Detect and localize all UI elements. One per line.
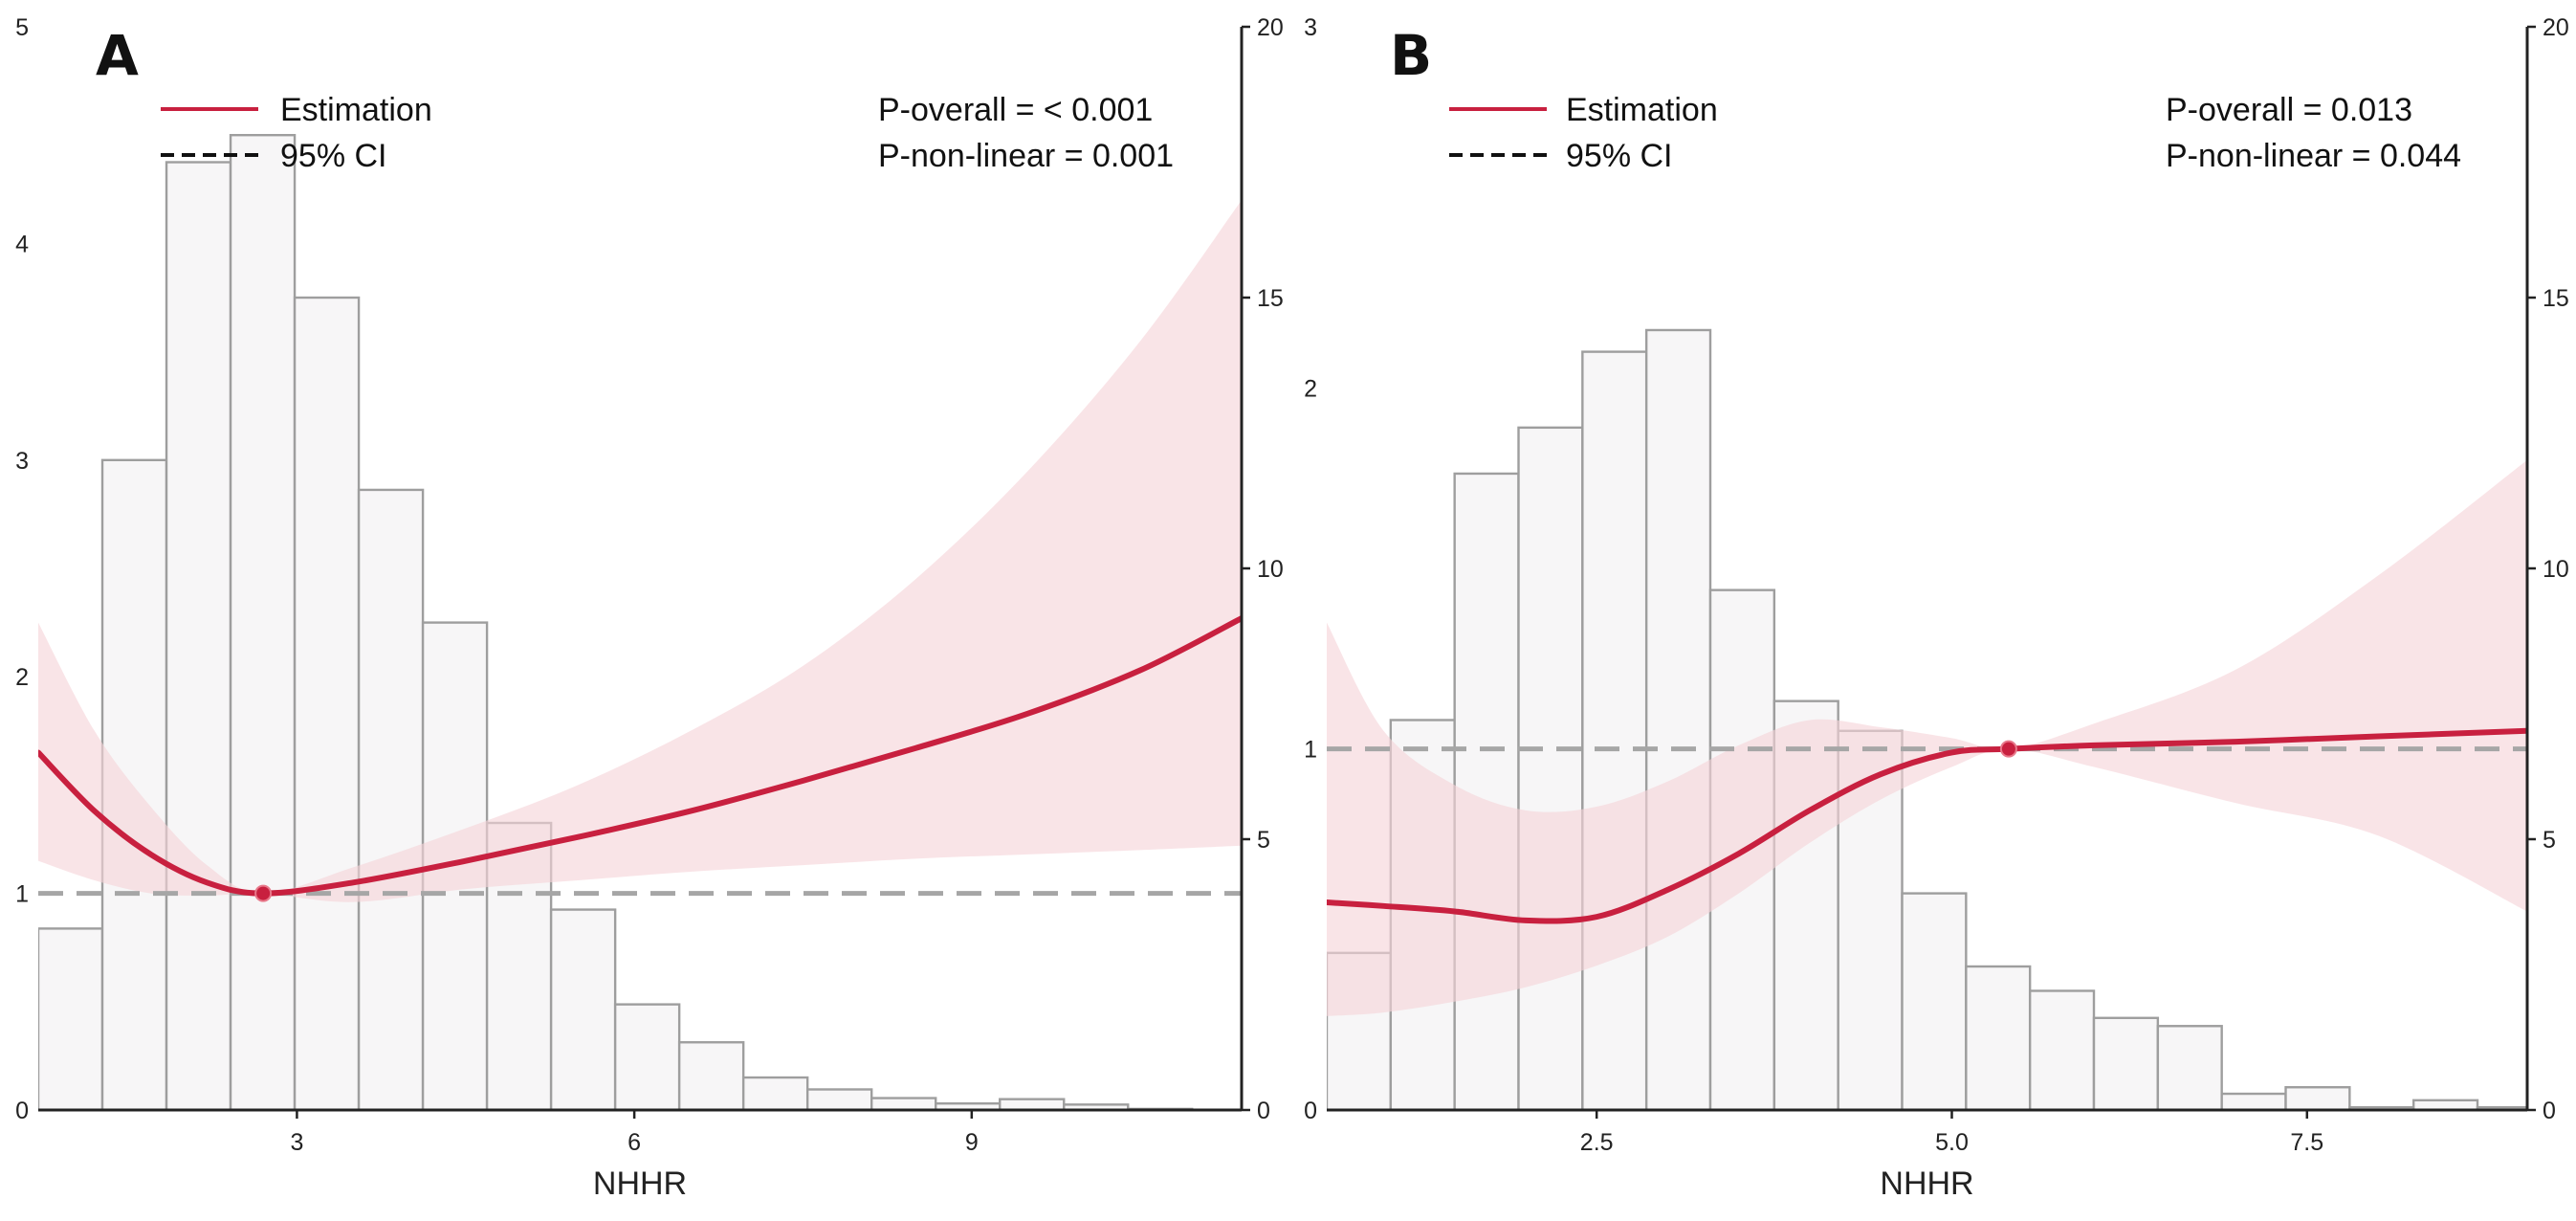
histogram-bar [870, 1097, 937, 1110]
histogram-bar [2028, 989, 2096, 1110]
histogram-bar [999, 1098, 1066, 1110]
histogram-bar [357, 488, 425, 1110]
y-tick-label-5: 5 [15, 14, 29, 41]
y-tick-label-4: 4 [15, 231, 29, 257]
histogram-bar [2092, 1016, 2160, 1110]
legend-estimation-label: Estimation [280, 92, 432, 128]
y2-tick-label-5: 5 [1257, 827, 1270, 854]
x-tick-label-5: 5.0 [1935, 1129, 1969, 1156]
legend-ci-label: 95% CI [280, 138, 387, 174]
x-tick-label-3: 3 [290, 1129, 303, 1156]
panel-letter: B [1390, 23, 1432, 88]
histogram-bar [2411, 1099, 2479, 1110]
p-nonlinear-label: P-non-linear = 0.044 [2166, 138, 2461, 174]
x-tick-label-6: 6 [627, 1129, 641, 1156]
y2-tick-label-10: 10 [2543, 556, 2569, 583]
p-overall-label: P-overall = 0.013 [2166, 92, 2412, 128]
y-tick-label-0: 0 [1304, 1098, 1317, 1124]
legend-ci-label: 95% CI [1566, 138, 1673, 174]
x-axis-label: NHHR [1880, 1166, 1973, 1202]
y2-tick-label-0: 0 [2543, 1098, 2556, 1124]
histogram-bar [229, 133, 297, 1110]
y2-tick-label-0: 0 [1257, 1098, 1270, 1124]
histogram-bar [1901, 892, 1968, 1110]
y-tick-label-3: 3 [15, 448, 29, 475]
panel-a: 0 1 2 3 4 5 0 5 10 15 20 3 6 9 NHHR A Estimation 95% CI P-… [15, 14, 1284, 1202]
y-tick-label-3: 3 [1304, 14, 1317, 41]
histogram-bar [165, 161, 232, 1110]
estimate-curve [1327, 727, 2527, 924]
histogram-bar [549, 908, 617, 1110]
histogram-bar [805, 1088, 873, 1110]
knot-point [1999, 740, 2017, 758]
y2-tick-label-10: 10 [1257, 556, 1284, 583]
ci-band [38, 200, 1242, 902]
panel-b: 0 1 2 3 0 5 10 15 20 2.5 5.0 7.5 NHHR B Estimation 95% … [1304, 14, 2569, 1202]
histogram-bar [293, 296, 361, 1110]
ci-band [1327, 459, 2527, 1016]
histogram-bar [2220, 1092, 2287, 1110]
histogram-bar [677, 1041, 745, 1110]
histogram-bar [2156, 1025, 2223, 1110]
legend-estimation-label: Estimation [1566, 92, 1718, 128]
plot-area [1327, 328, 2527, 1110]
knot-point [254, 884, 273, 902]
histogram-bar [2284, 1086, 2351, 1110]
p-overall-label: P-overall = < 0.001 [878, 92, 1153, 128]
y2-tick-label-20: 20 [1257, 14, 1284, 41]
y2-tick-label-5: 5 [2543, 827, 2556, 854]
y2-tick-label-15: 15 [2543, 285, 2569, 312]
histogram-bar [1517, 426, 1584, 1110]
histogram-bar [1644, 328, 1712, 1110]
histogram-bar [1965, 965, 2032, 1110]
x-axis-label: NHHR [593, 1166, 687, 1202]
y-tick-label-0: 0 [15, 1098, 29, 1124]
y-tick-label-2: 2 [1304, 375, 1317, 402]
x-tick-label-2-5: 2.5 [1580, 1129, 1614, 1156]
estimate-curve [38, 615, 1242, 897]
y-tick-label-2: 2 [15, 664, 29, 691]
y-tick-label-1: 1 [1304, 737, 1317, 764]
x-tick-label-7-5: 7.5 [2290, 1129, 2323, 1156]
histogram-bar [613, 1003, 681, 1110]
x-tick-label-9: 9 [965, 1129, 979, 1156]
y2-tick-label-20: 20 [2543, 14, 2569, 41]
y-tick-label-1: 1 [15, 881, 29, 908]
y2-tick-label-15: 15 [1257, 285, 1284, 312]
histogram-bar [741, 1076, 809, 1110]
panel-letter: A [96, 23, 139, 88]
histogram-bar [1581, 350, 1648, 1110]
plot-area [38, 133, 1242, 1110]
p-nonlinear-label: P-non-linear = 0.001 [878, 138, 1174, 174]
histogram-bar [38, 927, 104, 1110]
